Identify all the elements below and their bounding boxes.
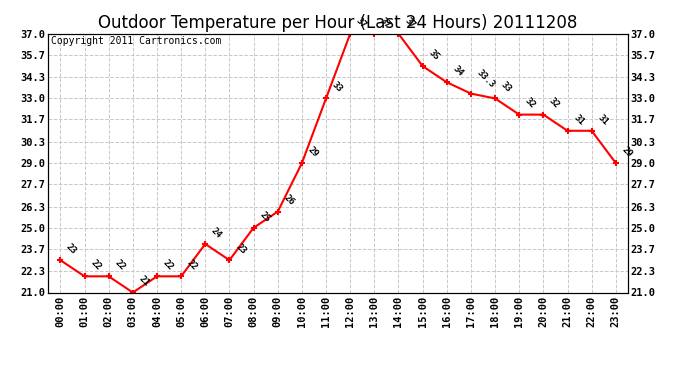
Text: 32: 32 bbox=[548, 96, 562, 111]
Text: 33: 33 bbox=[500, 80, 513, 94]
Text: 37: 37 bbox=[403, 16, 417, 30]
Text: 31: 31 bbox=[572, 112, 586, 127]
Text: 24: 24 bbox=[210, 226, 224, 240]
Text: 23: 23 bbox=[65, 242, 79, 256]
Text: 34: 34 bbox=[451, 64, 465, 78]
Text: 25: 25 bbox=[258, 210, 272, 224]
Text: 29: 29 bbox=[620, 145, 634, 159]
Text: 31: 31 bbox=[596, 112, 610, 127]
Text: 33.3: 33.3 bbox=[475, 68, 497, 89]
Text: 32: 32 bbox=[524, 96, 538, 111]
Title: Outdoor Temperature per Hour (Last 24 Hours) 20111208: Outdoor Temperature per Hour (Last 24 Ho… bbox=[99, 14, 578, 32]
Text: Copyright 2011 Cartronics.com: Copyright 2011 Cartronics.com bbox=[51, 36, 221, 46]
Text: 37: 37 bbox=[355, 16, 368, 30]
Text: 22: 22 bbox=[186, 258, 199, 272]
Text: 22: 22 bbox=[89, 258, 103, 272]
Text: 21: 21 bbox=[137, 274, 151, 288]
Text: 29: 29 bbox=[306, 145, 320, 159]
Text: 33: 33 bbox=[331, 80, 344, 94]
Text: 26: 26 bbox=[282, 194, 296, 207]
Text: 22: 22 bbox=[113, 258, 127, 272]
Text: 37: 37 bbox=[379, 16, 393, 30]
Text: 22: 22 bbox=[161, 258, 175, 272]
Text: 23: 23 bbox=[234, 242, 248, 256]
Text: 35: 35 bbox=[427, 48, 441, 62]
